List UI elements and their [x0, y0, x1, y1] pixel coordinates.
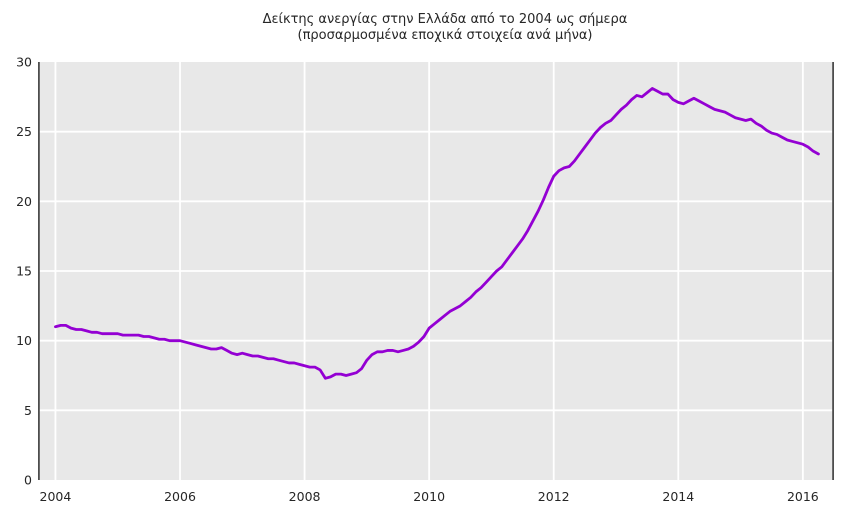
unemployment-line	[54, 87, 820, 380]
y-axis-tick-label: 0	[24, 473, 32, 488]
x-axis-tick-label: 2012	[538, 489, 570, 504]
x-axis-tick-label: 2006	[164, 489, 196, 504]
x-axis-tick-label: 2004	[40, 489, 72, 504]
y-axis-tick-label: 15	[16, 264, 32, 279]
x-axis-tick-label: 2016	[787, 489, 819, 504]
x-axis-tick-label: 2008	[289, 489, 321, 504]
y-axis-tick-label: 20	[16, 194, 32, 209]
chart-title: Δείκτης ανεργίας στην Ελλάδα από το 2004…	[262, 12, 628, 27]
y-axis-tick-label: 10	[16, 333, 32, 348]
x-axis-tick-label: 2010	[413, 489, 445, 504]
chart-title-block: Δείκτης ανεργίας στην Ελλάδα από το 2004…	[0, 12, 854, 44]
y-axis-tick-label: 25	[16, 124, 32, 139]
x-axis-tick-label: 2014	[662, 489, 694, 504]
y-axis-tick-label: 30	[16, 55, 32, 70]
chart-subtitle: (προσαρμοσμένα εποχικά στοιχεία ανά μήνα…	[297, 28, 593, 43]
y-axis-tick-label: 5	[24, 403, 32, 418]
